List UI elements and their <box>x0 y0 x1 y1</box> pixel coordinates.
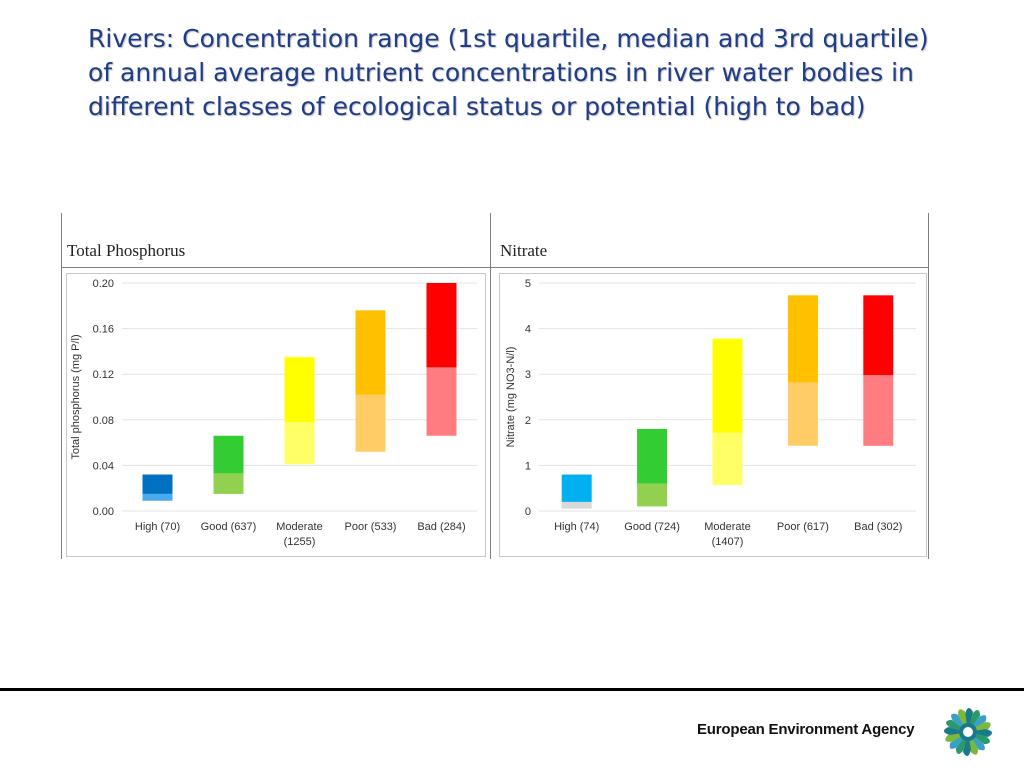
bar-upper-quartile <box>712 338 743 433</box>
charts-panel: Total Phosphorus Nitrate 0.00 0.04 0.08 0.1… <box>61 213 929 559</box>
nitrate-chart: 0 1 2 3 4 5 Nitrate (mg NO3-N/l) High (74) Good … <box>499 273 927 557</box>
x-tick-label: High (70) <box>135 521 180 533</box>
bar-upper-quartile <box>213 435 244 474</box>
panel-border-right <box>928 213 929 559</box>
bar-lower-quartile <box>213 473 244 494</box>
bar-lower-quartile <box>561 501 592 509</box>
bar-upper-quartile <box>355 310 386 395</box>
bar-lower-quartile <box>355 394 386 452</box>
bar-upper-quartile <box>561 474 592 502</box>
bar-upper-quartile <box>863 295 894 376</box>
x-tick-label: Poor (617) <box>777 521 829 533</box>
title-rule-nitrate <box>491 267 929 268</box>
bar-lower-quartile <box>284 422 315 465</box>
panel-border-left <box>61 213 62 559</box>
bar-upper-quartile <box>284 357 315 423</box>
x-tick-label: Moderate <box>704 521 750 533</box>
x-tick-label: Moderate <box>276 521 322 533</box>
bar-lower-quartile <box>787 382 818 446</box>
y-tick-label: 0.12 <box>93 369 114 381</box>
bar-lower-quartile <box>637 483 668 507</box>
eea-logo-icon <box>944 707 992 757</box>
x-tick-label: Bad (284) <box>417 521 465 533</box>
title-rule-phosphorus <box>61 267 490 268</box>
y-tick-label: 0.04 <box>93 460 114 472</box>
y-axis-label: Nitrate (mg NO3-N/l) <box>505 347 517 448</box>
agency-name: European Environment Agency <box>697 721 915 738</box>
x-tick-label: Bad (302) <box>854 521 902 533</box>
panel-title-phosphorus: Total Phosphorus <box>67 241 186 260</box>
y-tick-label: 5 <box>525 278 531 290</box>
bar-lower-quartile <box>712 432 743 486</box>
bar-lower-quartile <box>426 367 457 436</box>
y-tick-label: 2 <box>525 415 531 427</box>
bar-upper-quartile <box>787 295 818 383</box>
x-tick-label: Poor (533) <box>345 521 397 533</box>
bar-upper-quartile <box>142 474 173 494</box>
y-tick-label: 0.00 <box>93 506 114 518</box>
y-tick-label: 0.16 <box>93 324 114 336</box>
panel-title-nitrate: Nitrate <box>500 241 548 260</box>
y-tick-label: 3 <box>525 369 531 381</box>
phosphorus-chart: 0.00 0.04 0.08 0.12 0.16 0.20 Total phosphorus… <box>66 273 486 557</box>
x-tick-label: (1407) <box>712 536 744 548</box>
x-tick-label: (1255) <box>284 536 316 548</box>
bar-upper-quartile <box>637 428 668 484</box>
y-tick-label: 0.20 <box>93 278 114 290</box>
y-tick-label: 4 <box>525 324 531 336</box>
footer-rule <box>0 688 1024 691</box>
bar-upper-quartile <box>426 283 457 368</box>
y-tick-label: 0 <box>525 506 531 518</box>
bar-lower-quartile <box>142 493 173 501</box>
y-tick-label: 1 <box>525 460 531 472</box>
nitrate-chart-svg: 0 1 2 3 4 5 Nitrate (mg NO3-N/l) High (74) Good … <box>505 278 916 548</box>
y-axis-label: Total phosphorus (mg P/l) <box>70 334 82 459</box>
slide-title: Rivers: Concentration range (1st quartil… <box>88 24 929 121</box>
phosphorus-chart-svg: 0.00 0.04 0.08 0.12 0.16 0.20 Total phosphorus… <box>70 278 477 548</box>
panel-divider <box>490 213 491 559</box>
x-tick-label: High (74) <box>554 521 599 533</box>
bar-lower-quartile <box>863 375 894 446</box>
x-tick-label: Good (637) <box>201 521 257 533</box>
x-tick-label: Good (724) <box>624 521 680 533</box>
y-tick-label: 0.08 <box>93 415 114 427</box>
